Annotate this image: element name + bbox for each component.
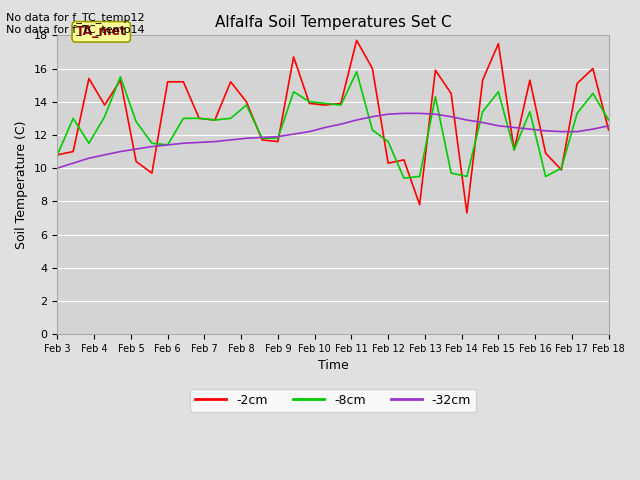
Text: No data for f_TC_temp14: No data for f_TC_temp14 xyxy=(6,24,145,35)
Text: TA_met: TA_met xyxy=(76,25,127,38)
Y-axis label: Soil Temperature (C): Soil Temperature (C) xyxy=(15,120,28,249)
Legend: -2cm, -8cm, -32cm: -2cm, -8cm, -32cm xyxy=(190,389,476,411)
Text: No data for f_TC_temp12: No data for f_TC_temp12 xyxy=(6,12,145,23)
Title: Alfalfa Soil Temperatures Set C: Alfalfa Soil Temperatures Set C xyxy=(214,15,451,30)
X-axis label: Time: Time xyxy=(317,360,348,372)
